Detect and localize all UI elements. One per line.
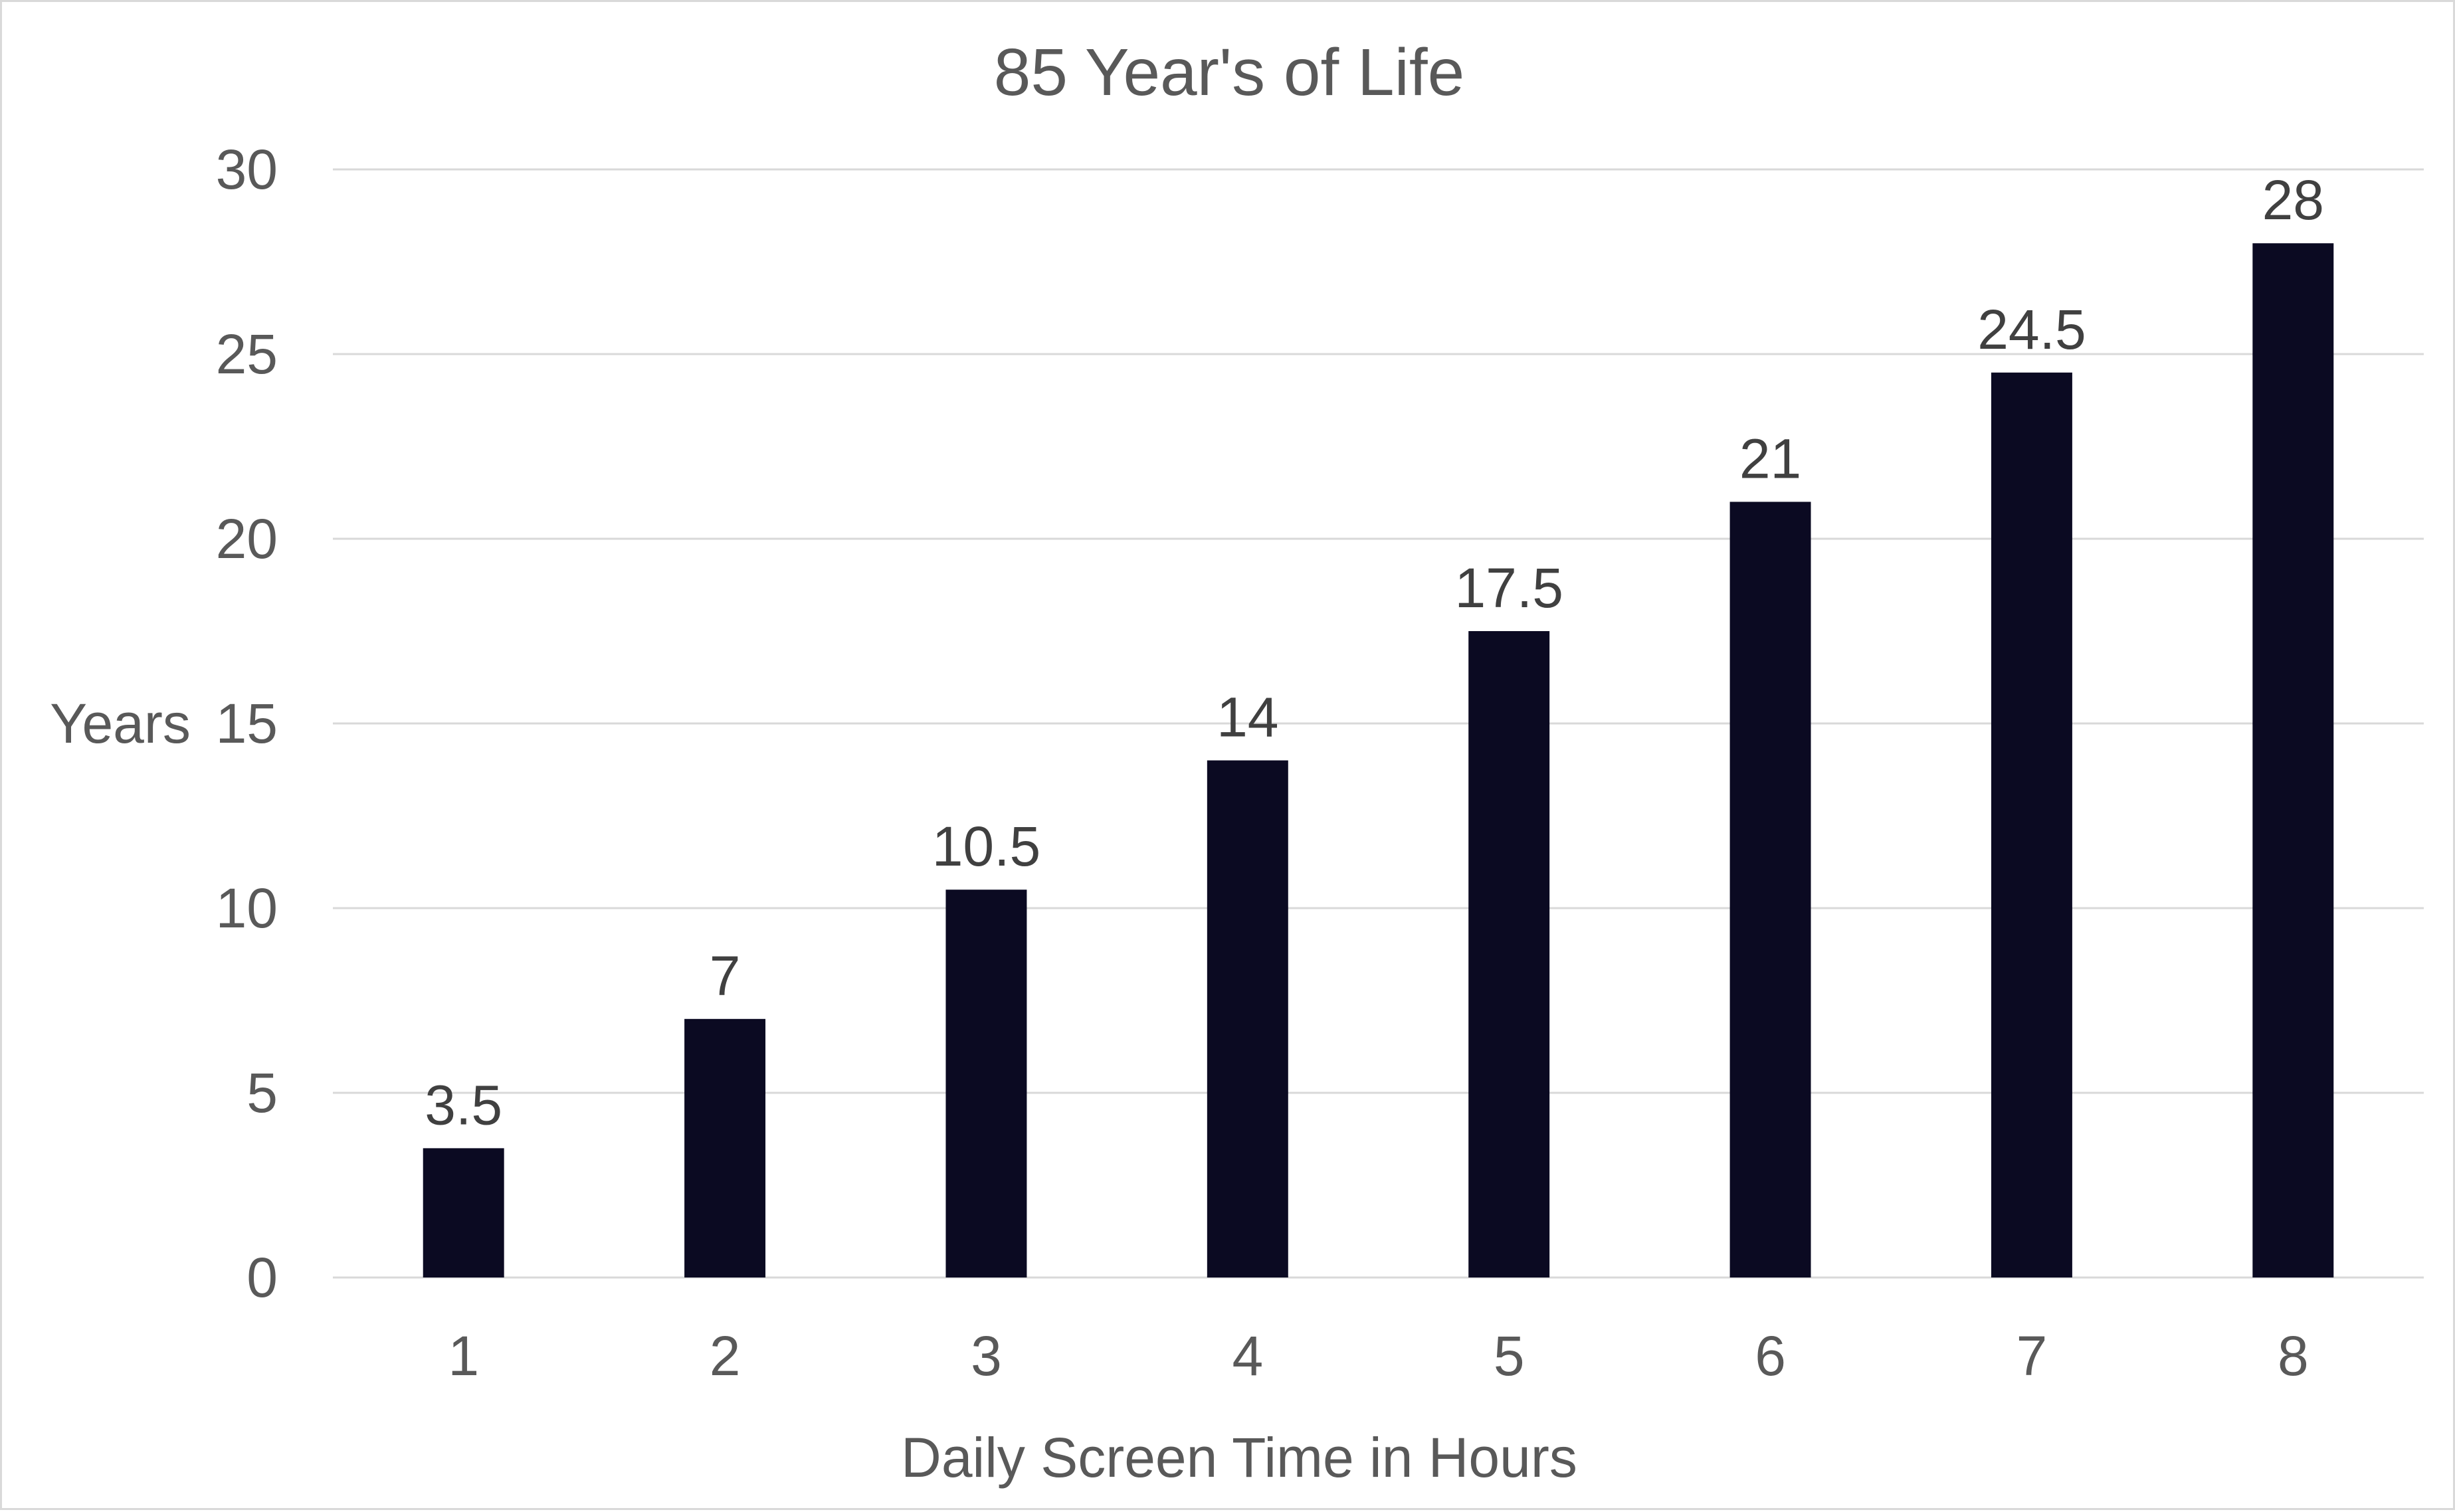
x-tick-label: 1 <box>448 1325 479 1387</box>
chart-title: 85 Year's of Life <box>994 35 1465 110</box>
data-label: 7 <box>710 945 741 1007</box>
data-label: 10.5 <box>932 815 1041 878</box>
x-axis-ticks: 1 2 3 4 5 6 7 8 <box>448 1325 2308 1387</box>
y-tick-label: 30 <box>216 138 278 201</box>
x-tick-label: 8 <box>2278 1325 2309 1387</box>
data-label: 14 <box>1217 686 1278 749</box>
bar <box>945 890 1027 1277</box>
y-axis-title: Years <box>50 692 191 755</box>
bar <box>1729 502 1811 1277</box>
y-tick-label: 25 <box>216 323 278 385</box>
bar <box>1207 760 1288 1277</box>
bar <box>423 1148 504 1277</box>
x-tick-label: 6 <box>1755 1325 1786 1387</box>
data-label: 21 <box>1739 427 1801 490</box>
x-tick-label: 7 <box>2016 1325 2048 1387</box>
y-tick-label: 20 <box>216 508 278 570</box>
y-tick-label: 5 <box>246 1062 278 1124</box>
y-tick-label: 0 <box>246 1246 278 1309</box>
bars <box>423 243 2334 1278</box>
bar <box>1468 631 1550 1277</box>
x-axis-title: Daily Screen Time in Hours <box>901 1426 1577 1489</box>
data-labels: 3.5 7 10.5 14 17.5 21 24.5 28 <box>425 169 2324 1136</box>
x-tick-label: 3 <box>971 1325 1002 1387</box>
data-label: 17.5 <box>1454 557 1563 619</box>
y-tick-label: 10 <box>216 877 278 939</box>
x-tick-label: 4 <box>1232 1325 1263 1387</box>
x-tick-label: 2 <box>710 1325 741 1387</box>
y-tick-label: 15 <box>216 692 278 755</box>
x-tick-label: 5 <box>1494 1325 1525 1387</box>
bar <box>684 1018 766 1277</box>
bar <box>2252 243 2334 1278</box>
data-label: 28 <box>2262 169 2324 231</box>
gridlines <box>333 168 2424 1279</box>
data-label: 24.5 <box>1977 298 2086 361</box>
y-axis-ticks: 0 5 10 15 20 25 30 <box>216 138 278 1309</box>
data-label: 3.5 <box>425 1074 502 1136</box>
bar <box>1991 372 2072 1277</box>
